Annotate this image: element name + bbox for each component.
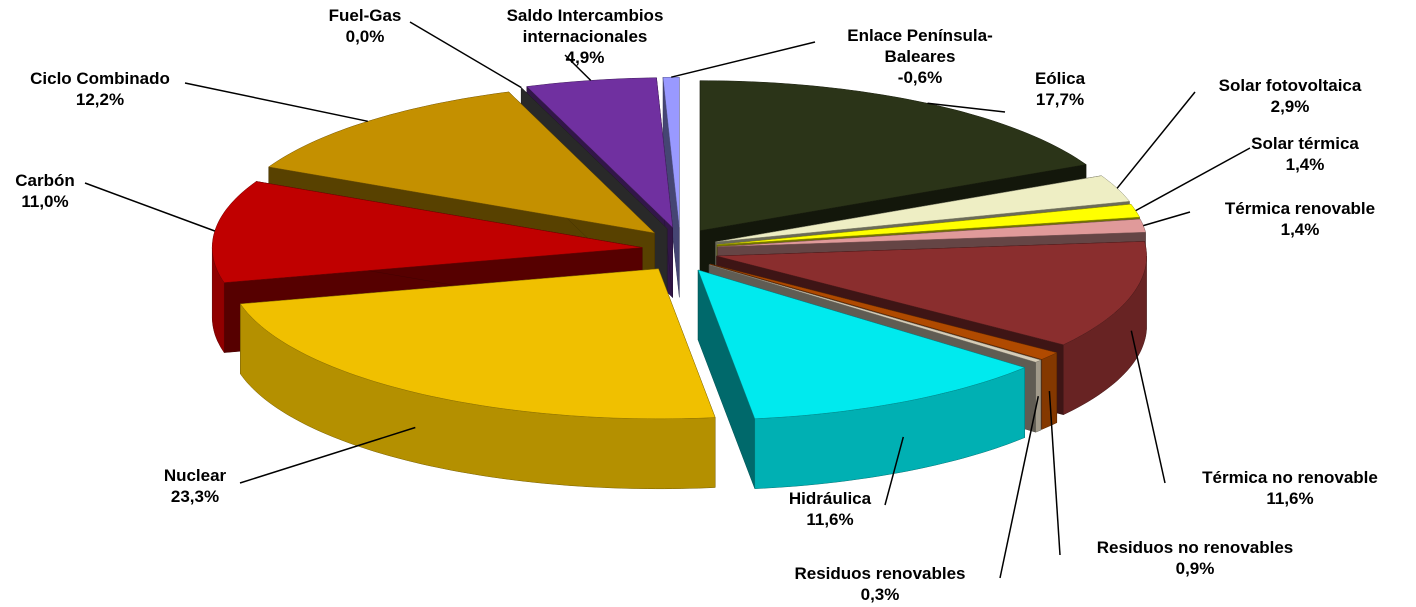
slice-label: Solar fotovoltaica 2,9% [1219,75,1362,117]
slice-label: Carbón 11,0% [15,170,75,212]
value-label: 17,7% [1035,90,1085,109]
slice-wall [1041,352,1058,430]
value-label: 0,3% [860,585,900,604]
category: Enlace Península-Baleares [847,26,993,66]
slice-label: Térmica no renovable 11,6% [1202,467,1378,509]
value-label: 23,3% [170,487,220,506]
category: Residuos renovables [794,564,966,583]
leader-line [1135,147,1251,212]
slice [709,263,1058,360]
leader-line [1048,391,1061,556]
slice [709,264,1042,363]
value-label: 0,9% [1175,559,1215,578]
leader-line [1130,330,1166,484]
leader-line [1116,91,1196,189]
value-label: 2,9% [1270,97,1310,116]
slice-label: Fuel-Gas 0,0% [329,5,402,47]
slice-label: Ciclo Combinado 12,2% [30,68,170,110]
slice-label: Residuos no renovables 0,9% [1097,537,1294,579]
value-label: -0,6% [897,68,943,87]
slice-label: Solar térmica 1,4% [1251,133,1359,175]
category: Térmica no renovable [1202,468,1378,487]
slice [697,269,1026,419]
slice [211,181,643,283]
leader-line [184,82,368,123]
category: Residuos no renovables [1096,538,1294,557]
leader-line [884,436,905,506]
category: Nuclear [163,466,227,485]
category: Fuel-Gas [328,6,402,25]
category: Solar fotovoltaica [1218,76,1362,95]
value-label: 12,2% [75,90,125,109]
category: Hidráulica [788,489,872,508]
leader-line [1143,211,1191,227]
value-label: 11,6% [1266,489,1314,508]
leader-line [84,182,216,232]
leader-line [999,396,1040,579]
value-label: 11,0% [21,192,69,211]
slice-label: Enlace Península-Baleares -0,6% [820,25,1020,88]
slice [268,91,656,234]
slice-label: Nuclear 23,3% [164,465,226,507]
leader-line [927,102,1006,113]
value-label: 0,0% [345,27,385,46]
slice [716,241,1147,345]
category: Térmica renovable [1224,199,1376,218]
value-label: 1,4% [1280,220,1320,239]
slice [239,268,716,420]
category: Eólica [1034,69,1086,88]
slice-label: Hidráulica 11,6% [789,488,871,530]
slice-label: Saldo Intercambios internacionales 4,9% [470,5,700,68]
category: Carbón [15,171,75,190]
category: Ciclo Combinado [30,69,170,88]
category: Saldo Intercambios internacionales [506,6,664,46]
slice-wall [1035,359,1042,433]
leader-line [239,426,416,484]
leader-line [564,54,592,81]
value-label: 4,9% [565,48,605,67]
leader-line [409,21,522,89]
value-label: 1,4% [1285,155,1325,174]
slice [716,203,1141,246]
slice-label: Eólica 17,7% [1035,68,1085,110]
category: Solar térmica [1251,134,1359,153]
slice-label: Térmica renovable 1,4% [1225,198,1375,240]
leader-line [671,41,816,78]
value-label: 11,6% [806,510,854,529]
slice-label: Residuos renovables 0,3% [794,563,965,605]
